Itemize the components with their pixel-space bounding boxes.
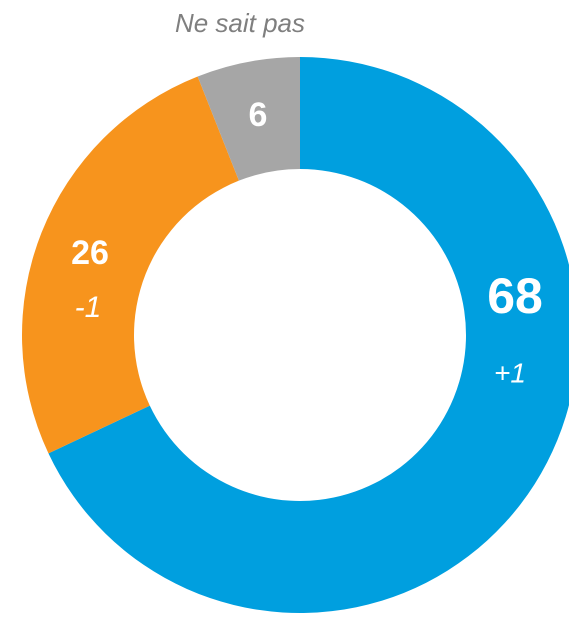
donut-slice	[21, 76, 239, 454]
change-label: -1	[75, 291, 102, 324]
change-label: +1	[494, 357, 526, 388]
donut-slice	[197, 57, 300, 181]
category-label: Ne sait pas	[175, 8, 305, 38]
donut-slice	[48, 57, 569, 613]
value-label: 6	[249, 96, 268, 134]
value-label: 26	[71, 234, 109, 272]
value-label: 68	[487, 268, 543, 324]
